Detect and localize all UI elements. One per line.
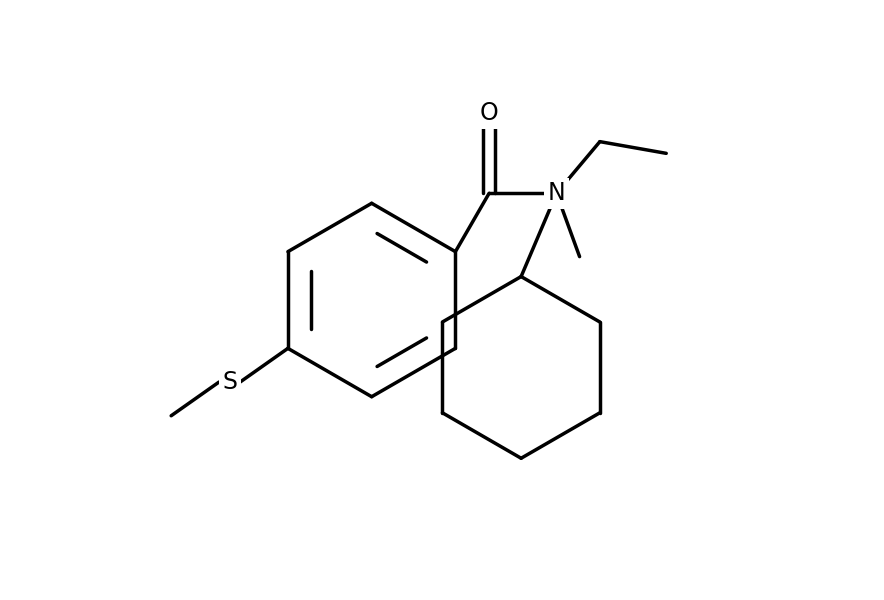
Text: O: O	[480, 101, 499, 125]
Text: S: S	[222, 370, 237, 394]
Text: N: N	[548, 181, 566, 205]
